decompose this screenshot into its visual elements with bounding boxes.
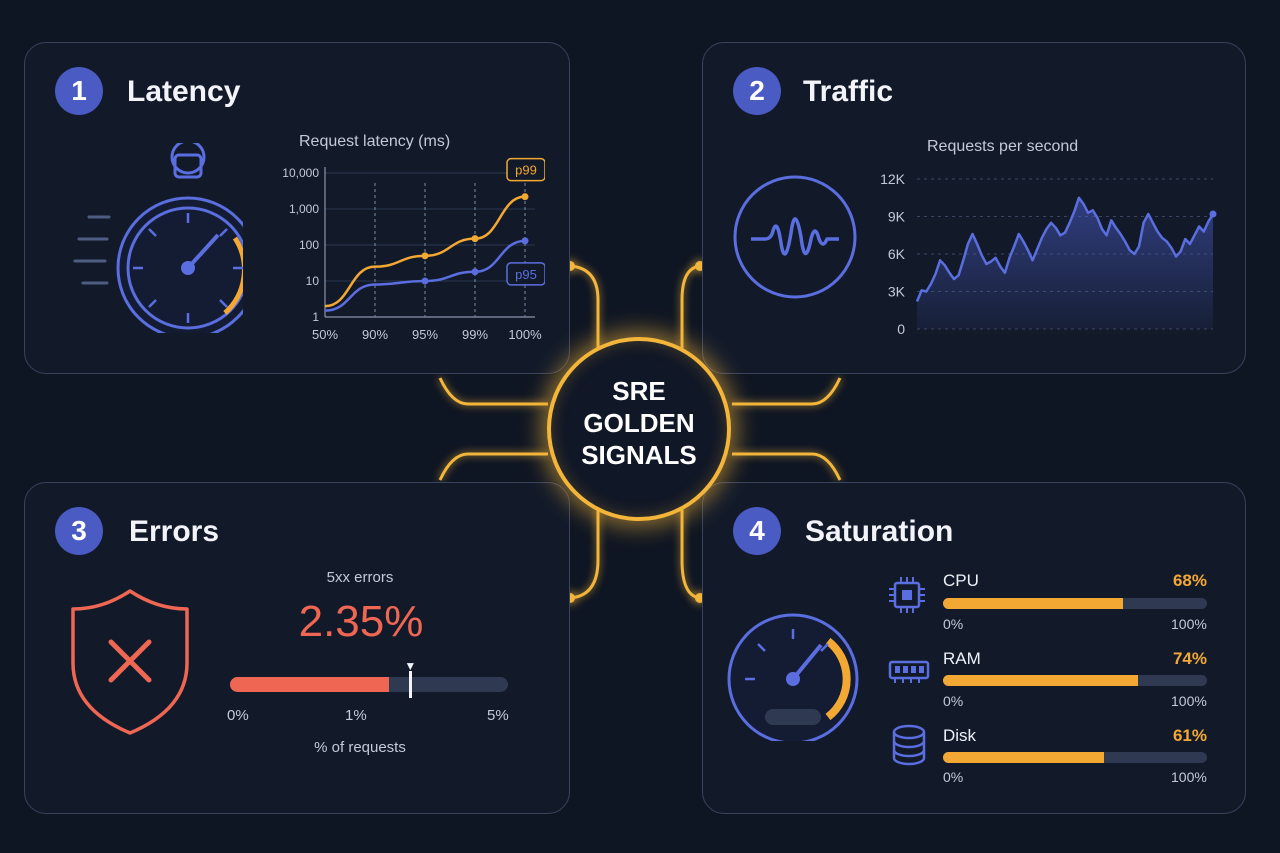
errors-metric-label: 5xx errors — [326, 569, 394, 586]
cpu-label: CPU — [943, 571, 979, 590]
traffic-chart: 12K 9K 6K 3K 0 — [880, 171, 1217, 335]
stopwatch-icon — [73, 143, 243, 333]
hub-line-1: SRE — [612, 376, 666, 406]
latency-point-p95 — [421, 277, 429, 285]
latency-y-tick: 1 — [312, 310, 319, 324]
cpu-bar-track — [943, 598, 1207, 609]
saturation-number-badge: 4 — [733, 507, 781, 555]
errors-number-badge: 3 — [55, 507, 103, 555]
traffic-y-tick: 0 — [897, 321, 905, 335]
errors-marker-arrow-icon: ▼ — [404, 659, 417, 673]
latency-point-p99 — [421, 252, 429, 260]
errors-tick-mid: 1% — [345, 707, 367, 724]
latency-point-p95 — [471, 268, 479, 276]
cpu-value: 68% — [1172, 571, 1207, 590]
errors-tick-min: 0% — [227, 707, 249, 724]
traffic-y-tick: 12K — [880, 171, 906, 187]
errors-bar-marker — [409, 671, 413, 698]
latency-legend-box-p99 — [506, 157, 545, 182]
ram-bar-fill — [943, 675, 1139, 686]
errors-bar-fill — [230, 677, 390, 692]
traffic-last-point — [1209, 210, 1217, 218]
latency-y-tick: 100 — [299, 238, 319, 252]
latency-y-tick: 10 — [306, 274, 320, 288]
saturation-title: Saturation — [805, 515, 954, 548]
disk-bar-fill — [943, 752, 1105, 763]
traffic-chart-title: Requests per second — [927, 138, 1079, 155]
disk-label: Disk — [943, 726, 977, 745]
saturation-panel: 4 Saturation CPU 68% 0% 100% RAM 74% — [702, 482, 1246, 814]
disk-max: 100% — [1171, 769, 1207, 785]
traffic-line — [915, 196, 1215, 302]
traffic-title: Traffic — [803, 75, 894, 108]
traffic-panel: 2 Traffic Requests per second 12K 9K 6K 3K 0 — [702, 42, 1246, 374]
latency-number-badge: 1 — [55, 67, 103, 115]
errors-tick-max: 5% — [487, 707, 509, 724]
sre-golden-signals-hub: SRE GOLDEN SIGNALS — [547, 337, 731, 521]
ram-value: 74% — [1172, 649, 1207, 668]
ram-max: 100% — [1171, 693, 1207, 709]
cpu-max: 100% — [1171, 616, 1207, 632]
latency-chart-title: Request latency (ms) — [299, 133, 451, 150]
latency-x-tick: 100% — [508, 327, 542, 342]
disk-database-icon — [892, 724, 926, 766]
latency-chart: 10,000 1,000 100 10 1 50% 90% 95% 99% 100% p99 p95 — [282, 157, 545, 342]
errors-panel: 3 Errors 5xx errors 2.35% ▼ 0% 1% 5% % o… — [24, 482, 570, 814]
traffic-y-tick: 9K — [888, 209, 906, 225]
shield-x-icon — [71, 589, 189, 735]
traffic-y-tick: 3K — [888, 284, 906, 300]
errors-title: Errors — [129, 515, 220, 548]
hub-line-2: GOLDEN — [583, 408, 695, 438]
latency-point-p95 — [521, 237, 529, 245]
ram-bar-track — [943, 675, 1207, 686]
errors-value: 2.35% — [298, 597, 424, 646]
latency-point-p99 — [471, 235, 479, 243]
latency-legend-p99: p99 — [515, 163, 537, 178]
latency-point-p99 — [521, 193, 529, 201]
latency-title: Latency — [127, 75, 241, 108]
ram-label: RAM — [943, 649, 981, 668]
latency-x-tick: 95% — [412, 327, 438, 342]
latency-y-tick: 10,000 — [282, 166, 319, 180]
ram-min: 0% — [943, 693, 964, 709]
cpu-bar-fill — [943, 598, 1123, 609]
cpu-chip-icon — [889, 577, 925, 613]
latency-y-tick: 1,000 — [289, 202, 319, 216]
traffic-area — [917, 197, 1213, 329]
traffic-y-tick: 6K — [888, 246, 906, 262]
gauge-icon — [727, 613, 859, 741]
waveform-icon — [733, 175, 857, 299]
hub-line-3: SIGNALS — [581, 440, 697, 470]
latency-x-tick: 99% — [462, 327, 488, 342]
latency-x-tick: 50% — [312, 327, 338, 342]
cpu-min: 0% — [943, 616, 964, 632]
disk-value: 61% — [1172, 726, 1207, 745]
latency-legend-box-p95 — [506, 262, 545, 286]
disk-min: 0% — [943, 769, 964, 785]
latency-panel: 1 Latency Request latency (ms) 10,000 1,0… — [24, 42, 570, 374]
disk-bar-track — [943, 752, 1207, 763]
latency-x-tick: 90% — [362, 327, 388, 342]
memory-module-icon — [888, 660, 930, 683]
latency-legend-p95: p95 — [515, 267, 537, 282]
errors-bar-track — [230, 671, 508, 698]
traffic-number-badge: 2 — [733, 67, 781, 115]
errors-caption: % of requests — [314, 739, 406, 756]
